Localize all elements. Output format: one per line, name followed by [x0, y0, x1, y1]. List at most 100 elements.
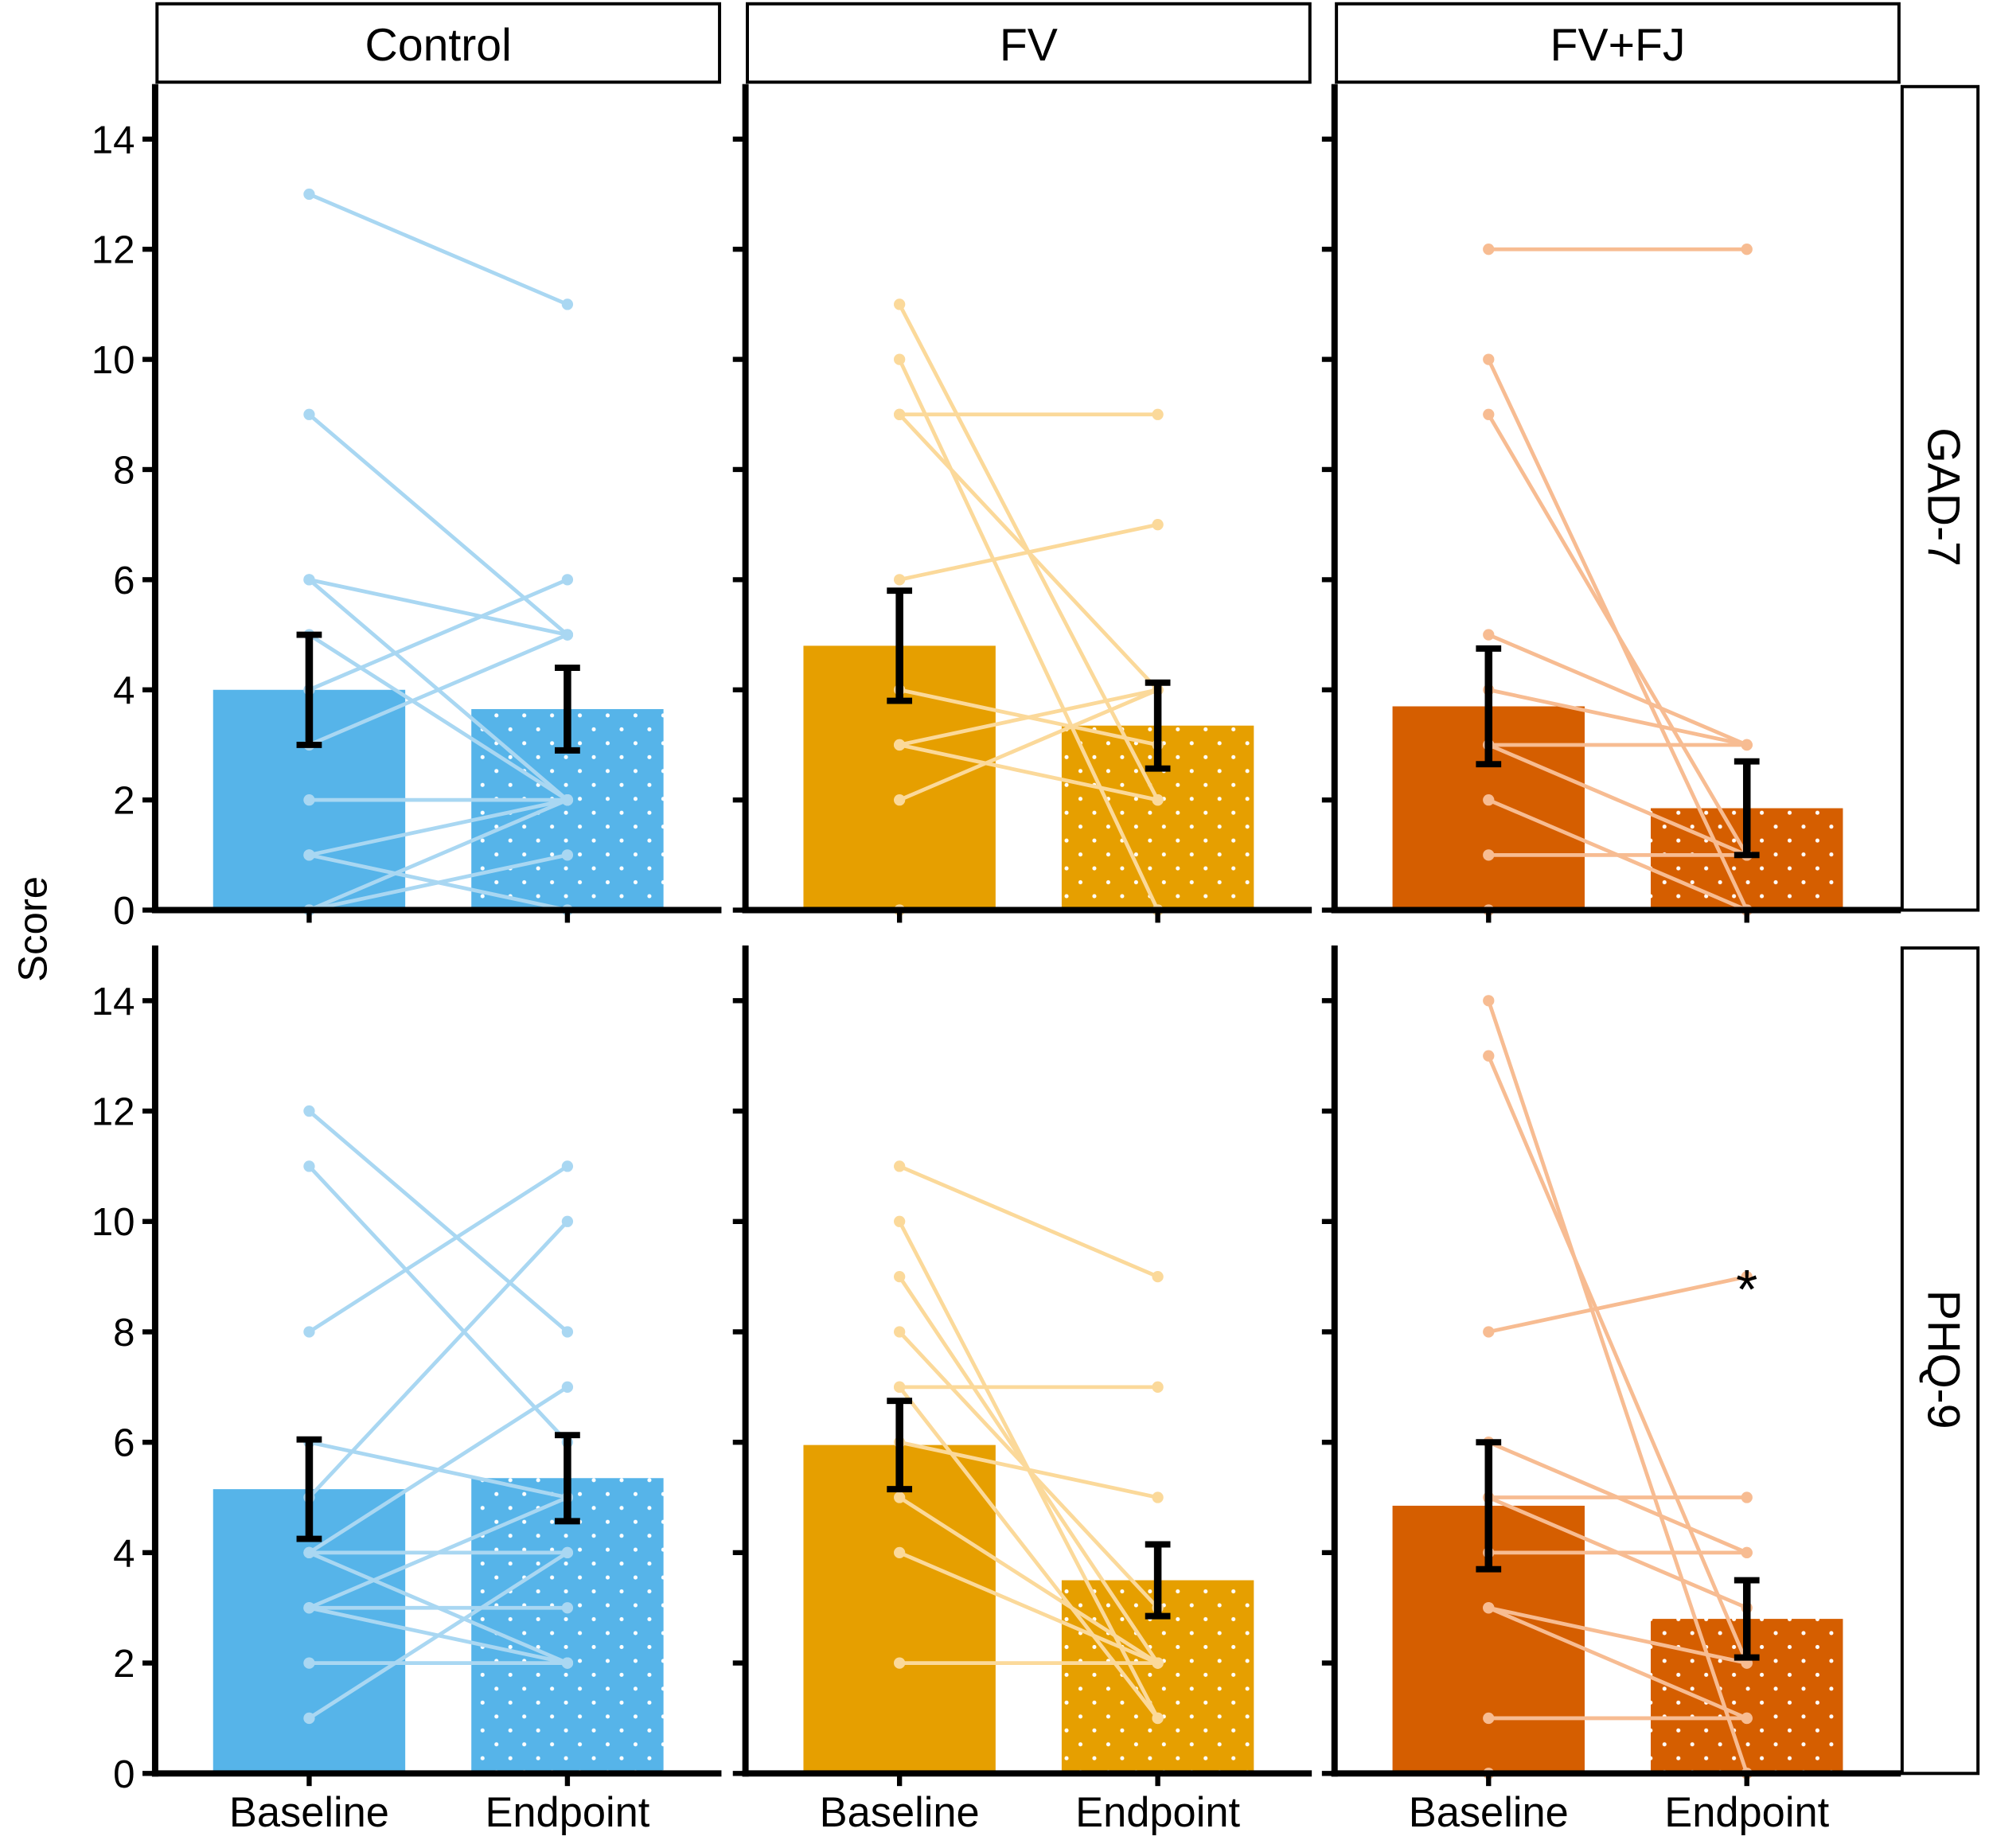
subject-point: [894, 1160, 906, 1172]
subject-point: [561, 574, 574, 586]
subject-point: [1483, 1326, 1495, 1338]
subject-point: [561, 629, 574, 641]
subject-point: [1483, 1602, 1495, 1614]
subject-point: [1483, 1712, 1495, 1725]
subject-point: [1483, 995, 1495, 1007]
subject-point: [1483, 353, 1495, 365]
subject-point: [1741, 739, 1753, 751]
subject-line: [1487, 1055, 1749, 1664]
subject-point: [561, 1215, 574, 1227]
subject-point: [303, 1326, 315, 1338]
subject-point: [303, 188, 315, 201]
subject-point: [303, 574, 315, 586]
subject-point: [1152, 1491, 1164, 1503]
bar: [471, 1478, 664, 1774]
column-strip: [746, 2, 1312, 84]
row-strip-label: PHQ-9: [1917, 1290, 1968, 1429]
subject-point: [303, 1657, 315, 1669]
subject-point: [894, 574, 906, 586]
subject-point: [894, 353, 906, 365]
subject-point: [894, 1326, 906, 1338]
subject-line: [307, 1220, 569, 1499]
subject-line: [307, 1109, 569, 1334]
subject-point: [303, 849, 315, 861]
x-tick-label: Endpoint: [1664, 1790, 1829, 1836]
column-strip-label: FV: [1000, 20, 1058, 71]
subject-line: [899, 1550, 1159, 1665]
subject-point: [894, 1215, 906, 1227]
x-tick-label: Baseline: [1409, 1790, 1569, 1836]
error-bar: [1734, 758, 1760, 859]
y-tick-label: 12: [92, 1090, 135, 1134]
subject-line: [308, 1385, 569, 1554]
subject-line: [1488, 1606, 1748, 1721]
subject-line: [308, 578, 568, 637]
y-axis-label: Score: [10, 876, 55, 982]
subject-line: [307, 412, 569, 637]
y-tick-label: 6: [113, 1421, 135, 1465]
column-strip: [1335, 2, 1901, 84]
subject-point: [894, 1546, 906, 1559]
subject-line: [898, 1495, 1159, 1665]
subject-point: [561, 1602, 574, 1614]
subject-line: [308, 1550, 569, 1720]
subject-point: [303, 1602, 315, 1614]
subject-line: [308, 797, 568, 857]
row-strip: [1900, 946, 1980, 1776]
subject-point: [894, 408, 906, 420]
subject-line: [308, 578, 568, 692]
subject-point: [561, 298, 574, 310]
subject-point: [1483, 244, 1495, 255]
subject-point: [303, 1160, 315, 1172]
subject-point: [303, 793, 315, 806]
subject-point: [561, 1546, 574, 1559]
subject-point: [303, 408, 315, 420]
subject-point: [894, 739, 906, 751]
error-bar: [296, 631, 322, 748]
x-tick-label: Baseline: [229, 1790, 389, 1836]
column-strip-label: Control: [365, 20, 512, 71]
x-tick-label: Endpoint: [485, 1790, 649, 1836]
subject-point: [1152, 408, 1164, 420]
subject-point: [561, 1326, 574, 1338]
error-bar: [887, 587, 913, 704]
x-tick-label: Baseline: [820, 1790, 980, 1836]
subject-point: [1152, 1712, 1164, 1725]
subject-line: [308, 633, 568, 747]
y-tick-label: 2: [113, 1642, 135, 1686]
y-tick-label: 10: [92, 338, 135, 382]
subject-line: [308, 1164, 569, 1334]
subject-point: [1152, 1270, 1164, 1283]
subject-line: [899, 1164, 1159, 1279]
subject-line: [307, 1164, 569, 1444]
subject-line: [308, 192, 568, 306]
y-tick-label: 6: [113, 559, 135, 602]
error-bar: [1476, 645, 1502, 768]
y-tick-label: 10: [92, 1200, 135, 1244]
subject-line: [1488, 1605, 1748, 1665]
row-strip: [1900, 84, 1980, 912]
subject-point: [1483, 629, 1495, 641]
error-bar: [555, 1432, 580, 1525]
x-tick-label: Endpoint: [1075, 1790, 1240, 1836]
subject-line: [1488, 633, 1748, 747]
subject-line: [308, 853, 568, 912]
subject-line: [897, 358, 1160, 911]
subject-point: [561, 1381, 574, 1393]
error-bar: [1145, 679, 1171, 772]
subject-line: [1487, 1000, 1749, 1775]
annotation: *: [1736, 1258, 1757, 1320]
subject-point: [1152, 1381, 1164, 1393]
subject-point: [1152, 1657, 1164, 1669]
error-bar: [1145, 1541, 1171, 1620]
subject-line: [899, 1440, 1159, 1499]
subject-point: [894, 1381, 906, 1393]
y-tick-label: 8: [113, 1311, 135, 1355]
subject-line: [1487, 413, 1749, 856]
subject-point: [894, 793, 906, 806]
subject-line: [308, 797, 568, 912]
error-bar: [887, 1398, 913, 1493]
subject-point: [303, 1546, 315, 1559]
